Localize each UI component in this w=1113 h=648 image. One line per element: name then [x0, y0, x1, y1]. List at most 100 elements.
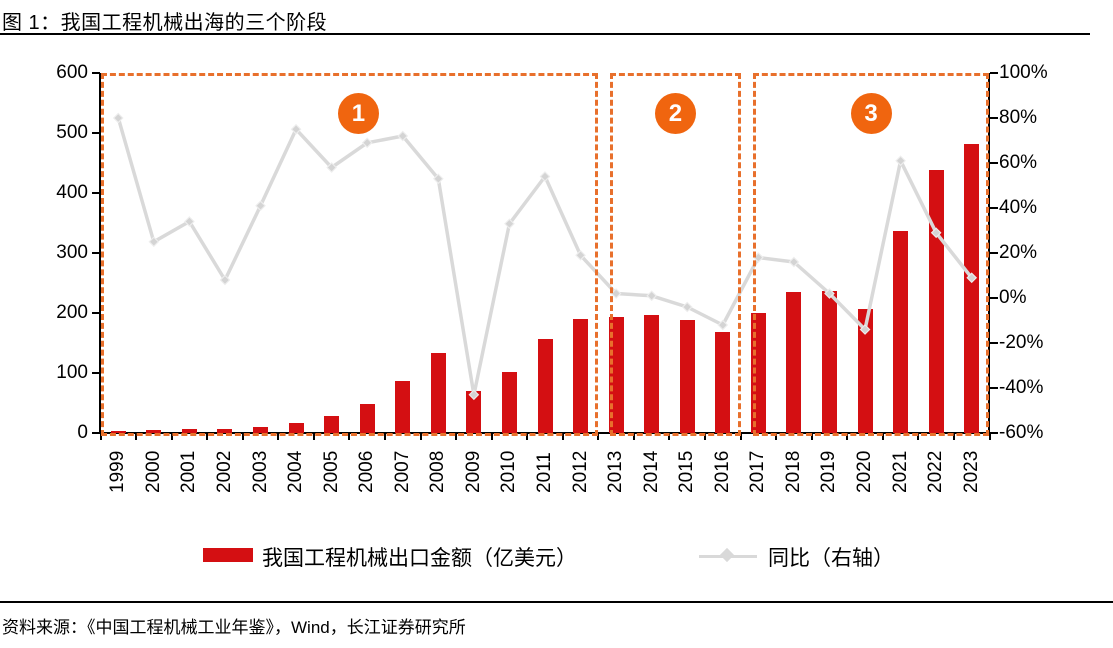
left-axis-tick-label: 500	[56, 122, 88, 143]
left-axis-tickmark	[92, 432, 100, 434]
left-axis-tick-label: 200	[56, 302, 88, 323]
left-axis-tick-label: 0	[77, 422, 88, 443]
x-axis-tickmark	[490, 434, 493, 440]
x-axis-tickmark	[526, 434, 529, 440]
bar-2009	[466, 391, 482, 433]
x-axis-year-label: 2002	[213, 450, 235, 493]
right-axis-tickmark	[990, 72, 998, 74]
left-axis-tick-label: 100	[56, 362, 88, 383]
x-axis-year-label: 2000	[142, 450, 164, 493]
x-axis-year-label: 2020	[854, 450, 876, 493]
x-axis-year-label: 2007	[391, 450, 413, 493]
left-axis-tick-label: 400	[56, 182, 88, 203]
right-axis-tick-label: 40%	[999, 197, 1038, 218]
figure-title: 图 1：我国工程机械出海的三个阶段	[2, 12, 328, 34]
left-axis-tickmark	[92, 72, 100, 74]
bar-1999	[110, 430, 126, 433]
x-axis-tickmark	[455, 434, 458, 440]
phase-circle-2: 2	[654, 93, 696, 134]
x-axis-tickmark	[135, 434, 138, 440]
bar-2003	[253, 427, 269, 433]
right-axis-tickmark	[990, 387, 998, 389]
right-axis-tick-label: 20%	[999, 242, 1038, 263]
x-axis-year-label: 2005	[320, 450, 342, 493]
x-axis-year-label: 2015	[676, 450, 698, 493]
bar-2000	[146, 430, 162, 433]
x-axis-year-label: 2022	[925, 450, 947, 493]
x-axis-year-label: 2008	[427, 450, 449, 493]
right-axis-tick-label: 80%	[999, 107, 1038, 128]
x-axis-year-label: 2004	[285, 450, 307, 493]
x-axis-year-label: 2017	[747, 450, 769, 493]
x-axis-tickmark	[739, 434, 742, 440]
left-axis-tick-label: 600	[56, 62, 88, 83]
right-axis-tickmark	[990, 207, 998, 209]
x-axis-year-label: 2023	[960, 450, 982, 493]
x-axis-year-label: 2001	[178, 450, 200, 493]
left-axis-line	[99, 73, 101, 433]
right-axis-tick-label: -60%	[999, 422, 1044, 443]
phase-circle-3: 3	[850, 93, 892, 134]
legend-bar-label: 我国工程机械出口金额（亿美元）	[262, 547, 577, 570]
left-axis-tickmark	[92, 132, 100, 134]
right-axis-tickmark	[990, 117, 998, 119]
x-axis-tickmark	[988, 434, 991, 440]
x-axis-tickmark	[312, 434, 315, 440]
right-axis-tickmark	[990, 297, 998, 299]
right-axis-tick-label: 0%	[999, 287, 1027, 308]
x-axis-tickmark	[952, 434, 955, 440]
bar-2001	[181, 429, 197, 433]
x-axis-year-label: 2019	[818, 450, 840, 493]
x-axis-tickmark	[170, 434, 173, 440]
x-axis-tickmark	[206, 434, 209, 440]
bar-2005	[324, 416, 340, 433]
right-axis-tick-label: 100%	[999, 62, 1048, 83]
x-axis-year-label: 2013	[605, 450, 627, 493]
legend-bar-swatch	[203, 548, 253, 562]
left-axis-tickmark	[92, 312, 100, 314]
bar-2002	[217, 428, 233, 433]
left-axis-tickmark	[92, 252, 100, 254]
bar-2006	[359, 404, 375, 433]
x-axis-year-label: 2012	[569, 450, 591, 493]
x-axis-tickmark	[99, 434, 102, 440]
source-note: 资料来源：《中国工程机械工业年鉴》，Wind，长江证券研究所	[2, 618, 466, 637]
x-axis-year-label: 2009	[462, 450, 484, 493]
x-axis-tickmark	[419, 434, 422, 440]
x-axis-tickmark	[881, 434, 884, 440]
x-axis-tickmark	[810, 434, 813, 440]
x-axis-year-label: 2021	[889, 450, 911, 493]
x-axis-tickmark	[277, 434, 280, 440]
x-axis-year-label: 1999	[107, 450, 129, 493]
right-axis-tickmark	[990, 432, 998, 434]
right-axis-tickmark	[990, 342, 998, 344]
x-axis-year-label: 2018	[782, 450, 804, 493]
x-axis-year-label: 2016	[711, 450, 733, 493]
title-divider	[0, 33, 1090, 35]
x-axis-tickmark	[668, 434, 671, 440]
bar-2004	[288, 422, 304, 433]
right-axis-tick-label: -40%	[999, 377, 1044, 398]
x-axis-tickmark	[704, 434, 707, 440]
x-axis-year-label: 2010	[498, 450, 520, 493]
left-axis-tick-label: 300	[56, 242, 88, 263]
x-axis-tickmark	[348, 434, 351, 440]
left-axis-tickmark	[92, 372, 100, 374]
x-axis-tickmark	[632, 434, 635, 440]
x-axis-tickmark	[597, 434, 600, 440]
phase-circle-1: 1	[337, 93, 379, 134]
right-axis-tick-label: -20%	[999, 332, 1044, 353]
legend-line-label: 同比（右轴）	[768, 547, 894, 570]
x-axis-tickmark	[775, 434, 778, 440]
x-axis-year-label: 2011	[534, 452, 555, 493]
footer-divider	[0, 601, 1113, 603]
x-axis-tickmark	[383, 434, 386, 440]
x-axis-tickmark	[561, 434, 564, 440]
left-axis-tickmark	[92, 192, 100, 194]
right-axis-tickmark	[990, 252, 998, 254]
x-axis-year-label: 2014	[640, 450, 662, 493]
x-axis-tickmark	[917, 434, 920, 440]
x-axis-tickmark	[241, 434, 244, 440]
right-axis-tick-label: 60%	[999, 152, 1038, 173]
